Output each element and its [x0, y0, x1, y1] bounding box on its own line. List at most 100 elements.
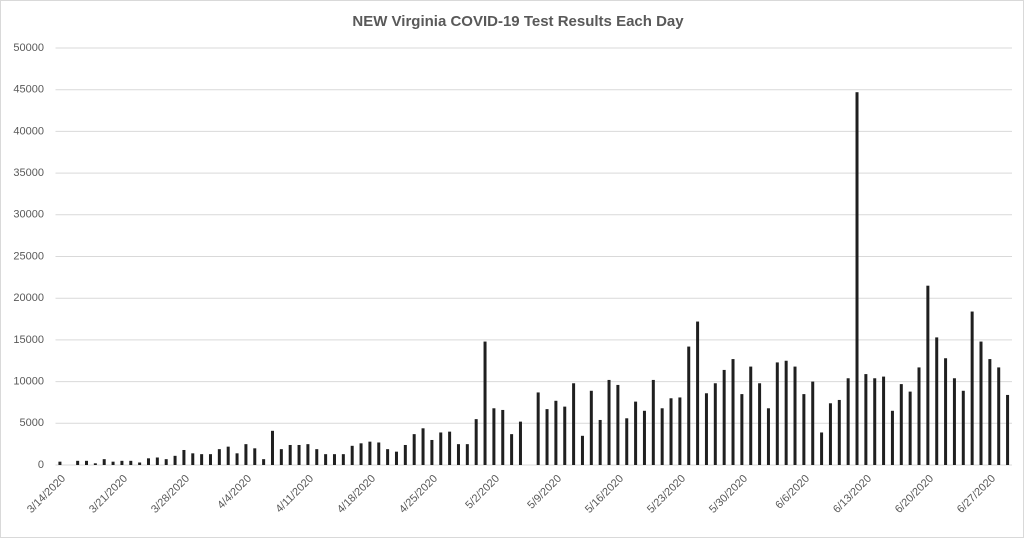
- bar: [244, 444, 248, 465]
- bar: [687, 346, 691, 465]
- bar: [899, 384, 903, 465]
- bar: [961, 390, 965, 465]
- bar: [793, 366, 797, 465]
- y-tick-label: 30000: [13, 209, 44, 221]
- bar: [713, 383, 717, 465]
- bar: [828, 403, 832, 465]
- bar: [563, 406, 567, 465]
- bar: [988, 359, 992, 465]
- bar: [359, 443, 363, 465]
- bar: [474, 419, 478, 465]
- bar: [510, 434, 514, 465]
- bar: [908, 391, 912, 465]
- bar: [208, 454, 212, 465]
- bar: [846, 378, 850, 465]
- bar: [200, 454, 204, 465]
- bar: [979, 341, 983, 465]
- bar: [226, 446, 230, 465]
- bar: [758, 383, 762, 465]
- bar: [430, 439, 434, 465]
- bar: [944, 358, 948, 465]
- bar: [324, 454, 328, 465]
- bar: [837, 399, 841, 465]
- bar: [536, 392, 540, 465]
- bar: [784, 360, 788, 465]
- bar: [935, 337, 939, 465]
- bar: [607, 379, 611, 465]
- bar: [518, 421, 522, 465]
- bar: [952, 378, 956, 465]
- bar: [501, 409, 505, 465]
- bar: [394, 451, 398, 465]
- bar: [262, 459, 266, 465]
- bar: [412, 434, 416, 465]
- bar: [465, 444, 469, 465]
- bar: [182, 449, 186, 465]
- y-tick-label: 15000: [13, 334, 44, 346]
- bar: [731, 359, 735, 465]
- bar: [811, 381, 815, 465]
- bar: [572, 383, 576, 465]
- bar: [129, 460, 133, 465]
- bar: [288, 444, 292, 465]
- bar: [970, 311, 974, 465]
- bar: [111, 461, 115, 465]
- bar: [279, 449, 283, 465]
- bar: [589, 390, 593, 465]
- bar: [164, 459, 168, 465]
- bar: [926, 285, 930, 465]
- bar: [802, 394, 806, 465]
- bar: [386, 449, 390, 465]
- bar: [421, 428, 425, 465]
- bar: [270, 430, 274, 465]
- bar: [634, 401, 638, 465]
- bar: [554, 400, 558, 465]
- y-tick-label: 40000: [13, 125, 44, 137]
- bar: [696, 321, 700, 465]
- bar: [253, 448, 257, 465]
- y-tick-label: 0: [38, 459, 44, 471]
- bar: [235, 453, 239, 465]
- bar: [642, 410, 646, 465]
- bar: [93, 463, 97, 465]
- bar: [492, 408, 496, 465]
- bar: [749, 366, 753, 465]
- bar: [84, 460, 88, 465]
- bar: [625, 418, 629, 465]
- bar: [102, 459, 106, 465]
- bar: [678, 397, 682, 465]
- bar: [740, 394, 744, 465]
- bar: [439, 432, 443, 465]
- bar: [882, 376, 886, 465]
- y-tick-label: 20000: [13, 292, 44, 304]
- bar: [76, 460, 80, 465]
- bar: [660, 408, 664, 465]
- bar: [217, 449, 221, 465]
- bar: [448, 431, 452, 465]
- bar: [483, 341, 487, 465]
- bar: [341, 454, 345, 465]
- y-tick-label: 35000: [13, 167, 44, 179]
- bar: [146, 458, 150, 465]
- bar: [722, 369, 726, 465]
- bar: [766, 408, 770, 465]
- bar: [1006, 394, 1010, 465]
- bar: [120, 460, 124, 465]
- y-tick-label: 45000: [13, 84, 44, 96]
- bar: [704, 393, 708, 465]
- bar: [332, 454, 336, 465]
- bar: [651, 379, 655, 465]
- bar: [306, 444, 310, 465]
- bar: [820, 432, 824, 465]
- y-tick-label: 10000: [13, 376, 44, 388]
- bar: [456, 444, 460, 465]
- bar: [315, 449, 319, 465]
- bar: [297, 444, 301, 465]
- bar: [377, 442, 381, 465]
- bar: [997, 367, 1001, 465]
- bar: [173, 455, 177, 465]
- bar: [191, 453, 195, 465]
- bar: [155, 457, 159, 465]
- bar: [580, 435, 584, 465]
- bar: [545, 409, 549, 465]
